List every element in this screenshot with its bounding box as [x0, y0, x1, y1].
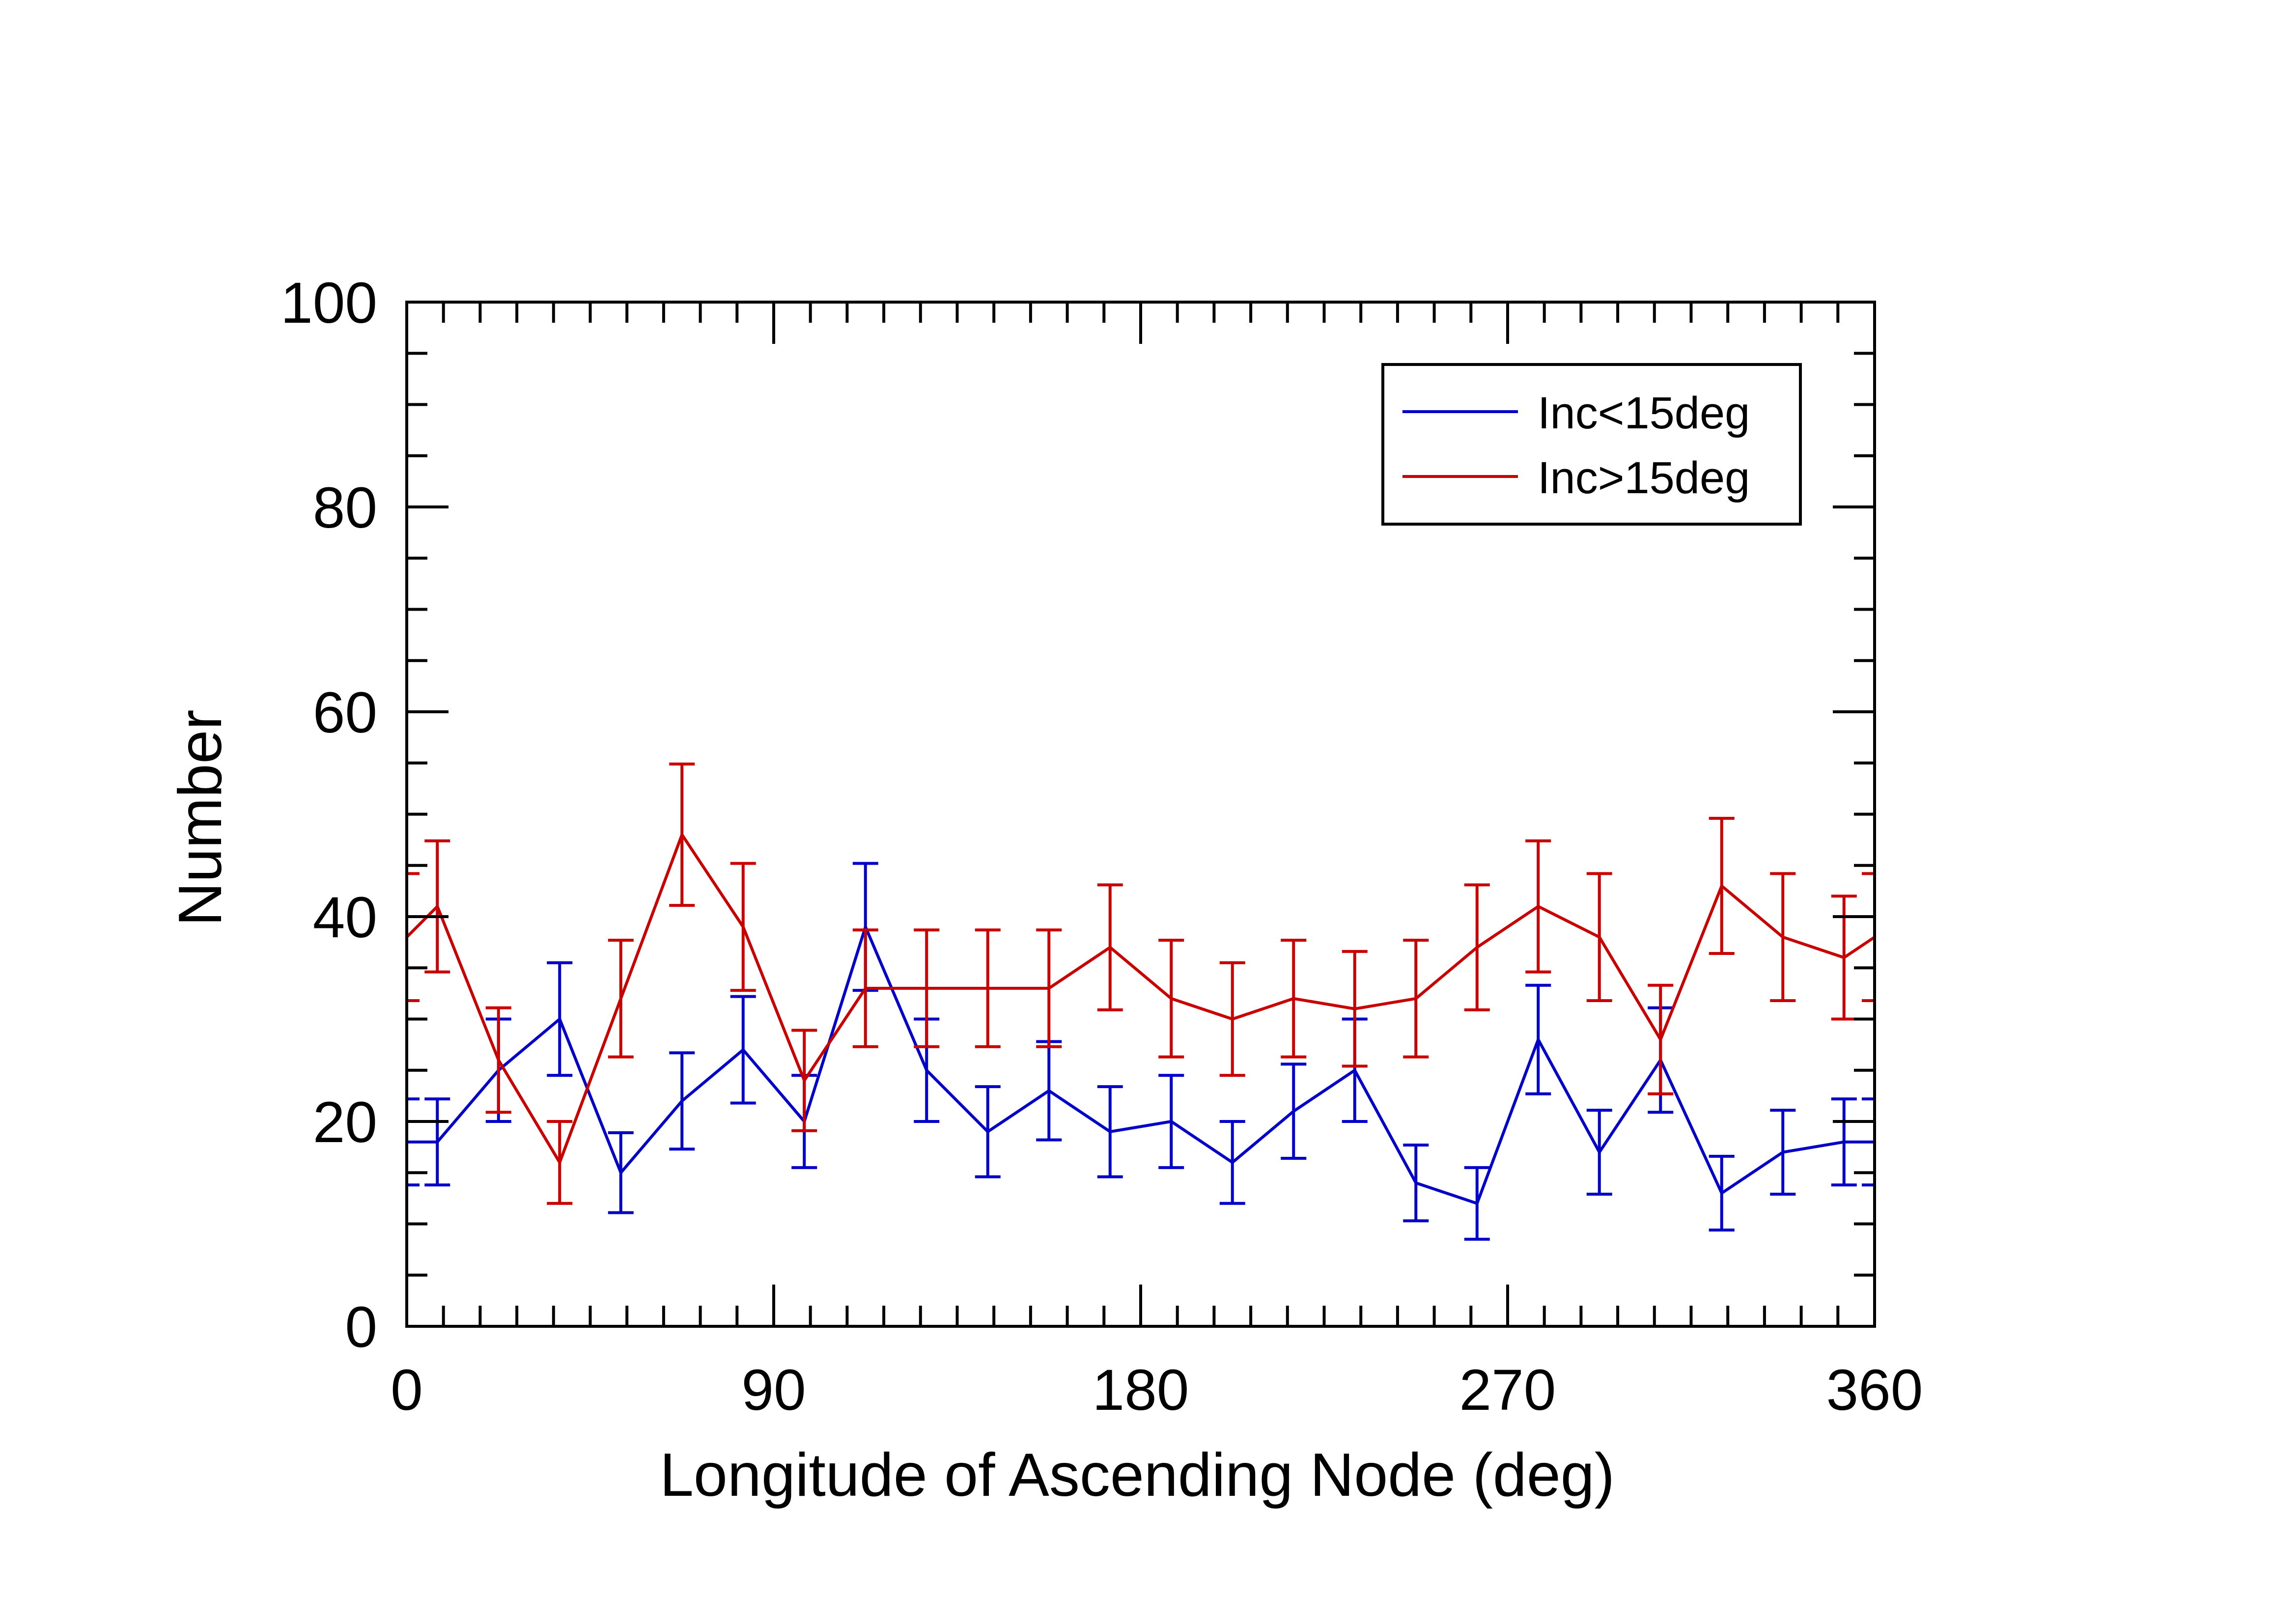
- series-line-0: [407, 925, 1875, 1205]
- y-tick-label: 60: [313, 680, 377, 745]
- y-tick-label: 80: [313, 476, 377, 540]
- legend: Inc<15deg Inc>15deg: [1381, 363, 1802, 526]
- y-tick-label: 20: [313, 1090, 377, 1155]
- y-tick-label: 100: [280, 271, 377, 336]
- x-tick-label: 360: [1826, 1358, 1923, 1423]
- x-tick-label: 0: [391, 1358, 423, 1423]
- plot-area: [407, 762, 1875, 1241]
- x-tick-label: 180: [1093, 1358, 1189, 1423]
- x-axis-title: Longitude of Ascending Node (deg): [660, 1441, 1615, 1509]
- y-tick-label: 0: [345, 1295, 377, 1360]
- legend-label-inc-gt-15: Inc>15deg: [1538, 453, 1750, 503]
- x-tick-label: 270: [1459, 1358, 1556, 1423]
- y-axis-title: Number: [167, 709, 234, 926]
- y-tick-label: 40: [313, 885, 377, 950]
- legend-box: [1381, 363, 1802, 526]
- legend-label-inc-lt-15: Inc<15deg: [1538, 388, 1750, 438]
- series-1: [407, 762, 1875, 1205]
- axes: 0 90 180 270 360 0 20 40 60 80 100: [280, 271, 1923, 1423]
- series-line-1: [407, 833, 1875, 1164]
- x-tick-label: 90: [741, 1358, 806, 1423]
- series-0: [407, 862, 1875, 1241]
